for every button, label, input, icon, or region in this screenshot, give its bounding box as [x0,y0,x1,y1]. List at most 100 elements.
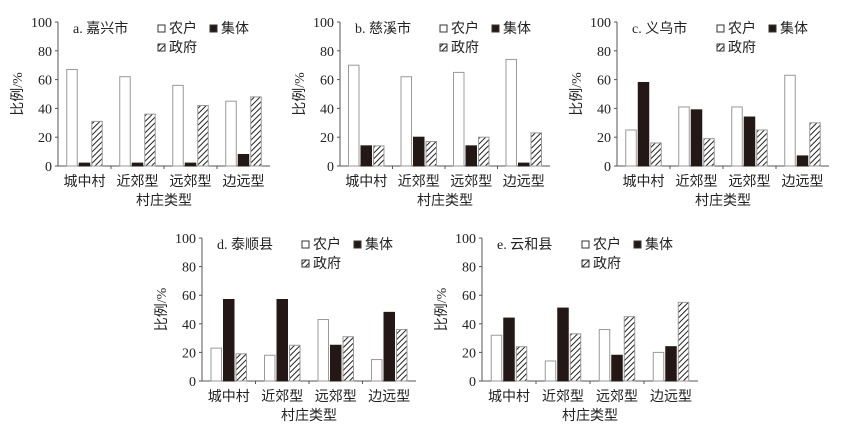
y-tick-label: 0 [604,160,611,175]
bar-collective [637,81,650,167]
y-tick-label: 100 [175,232,196,247]
bar-collective [330,344,342,382]
legend-label: 政府 [593,256,621,272]
legend-label: 集体 [221,20,249,37]
bar-farmer [400,76,412,167]
legend-swatch-farmer [716,24,725,33]
x-tick-label: 城中村 [488,389,530,405]
x-tick-label: 城中村 [623,174,665,190]
y-tick-label: 0 [189,375,196,390]
bar-farmer [172,84,184,167]
bar-government [425,141,437,167]
bar-government [91,120,103,167]
legend-label: 农户 [313,236,341,253]
bar-collective [518,162,530,167]
bar-farmer [264,354,276,382]
x-axis-label: 村庄类型 [281,407,337,424]
legend-swatch-collective [353,240,362,249]
y-tick-label: 40 [320,102,334,117]
legend-label: 政府 [169,40,197,56]
bar-farmer [490,334,503,382]
bar-government [250,96,262,167]
bar-collective [383,311,395,382]
bar-collective [184,162,197,167]
x-axis-label: 村庄类型 [695,192,751,209]
y-tick-label: 40 [182,318,196,333]
legend-label: 集体 [780,20,808,37]
legend-label: 农户 [169,20,197,37]
y-tick-label: 80 [597,45,611,60]
bar-farmer [784,74,796,167]
x-tick-label: 远郊型 [315,388,357,405]
legend-label: 农户 [451,20,479,37]
bar-collective [78,162,91,167]
bar-farmer [544,360,557,382]
legend-swatch-government [439,43,448,52]
x-tick-label: 近郊型 [398,173,440,190]
legend-label: 政府 [313,256,341,272]
y-tick-label: 40 [462,318,476,333]
y-tick-label: 20 [597,131,611,146]
bar-farmer [625,129,637,167]
x-axis-label: 村庄类型 [562,407,618,424]
bar-farmer [731,106,743,167]
legend-label: 政府 [728,40,756,56]
bar-government [530,132,542,167]
bar-government [373,145,385,167]
bar-collective [690,109,703,167]
y-tick-label: 80 [462,261,476,276]
y-tick-label: 0 [469,375,476,390]
y-tick-label: 100 [313,16,334,31]
y-tick-label: 20 [320,131,334,146]
bar-collective [223,298,235,382]
legend-swatch-collective [491,24,500,33]
y-tick-label: 0 [327,160,334,175]
y-tick-label: 60 [462,289,476,304]
bar-collective [276,298,288,382]
bar-government [478,136,490,167]
panel-title: c. 义乌市 [632,20,687,37]
bar-farmer [598,329,611,382]
bar-farmer [678,106,690,167]
x-axis-label: 村庄类型 [417,192,473,209]
bar-collective [796,155,809,167]
legend-label: 政府 [451,40,479,56]
x-tick-label: 边远型 [223,174,265,190]
panel-title: d. 泰顺县 [217,237,273,253]
legend-label: 集体 [503,20,531,37]
bar-government [623,316,636,382]
panel-title: b. 慈溪市 [355,20,411,37]
bar-government [197,105,209,167]
y-tick-label: 60 [182,289,196,304]
bar-farmer [652,351,665,382]
bar-government [396,329,408,382]
legend-swatch-collective [768,24,777,33]
bar-government [809,122,821,167]
x-tick-label: 边远型 [782,174,824,190]
bar-collective [360,145,372,167]
bar-collective [413,136,425,167]
y-axis-label: 比例/% [434,287,450,331]
legend-swatch-farmer [439,24,448,33]
panel-title: a. 嘉兴市 [73,20,128,37]
legend-swatch-farmer [301,240,310,249]
x-tick-label: 城中村 [208,389,250,405]
bar-government [703,138,715,167]
y-tick-label: 80 [38,45,52,60]
y-tick-label: 20 [38,131,52,146]
bar-government [569,333,582,382]
y-tick-label: 40 [597,102,611,117]
bar-farmer [453,71,465,167]
x-tick-label: 远郊型 [170,173,212,190]
x-tick-label: 边远型 [503,174,545,190]
legend-label: 农户 [593,236,621,253]
bar-government [144,113,156,167]
bar-collective [237,153,250,167]
bar-farmer [505,58,517,167]
x-tick-label: 边远型 [368,389,410,405]
bar-farmer [119,76,131,167]
x-tick-label: 城中村 [345,174,387,190]
